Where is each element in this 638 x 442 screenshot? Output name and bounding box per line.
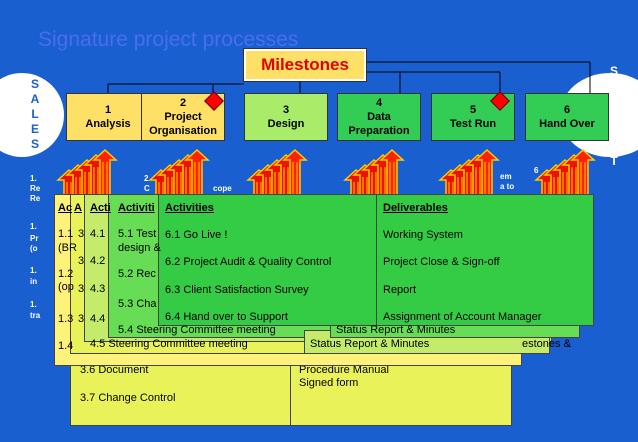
activity-text: 3.7 Change Control xyxy=(80,392,176,404)
phase-number: 5 xyxy=(469,104,477,116)
bg-fragment: Ac xyxy=(58,202,73,214)
support-letter: S xyxy=(609,64,618,78)
bg-fragment: 1. xyxy=(30,300,37,309)
deliverable-text: Procedure Manual xyxy=(299,364,389,376)
phase-box-data-preparation[interactable]: 4 Data Preparation xyxy=(337,93,421,141)
phase-box-design[interactable]: 3 Design xyxy=(244,93,328,141)
phase-box-hand-over[interactable]: 6 Hand Over xyxy=(525,93,609,141)
sales-letter: A xyxy=(30,92,40,106)
bg-fragment: 1.1 xyxy=(58,228,74,240)
activity-text: 4.5 Steering Committee meeting xyxy=(90,338,248,350)
deliverable-text: Assignment of Account Manager xyxy=(383,311,542,323)
bg-fragment: Acti xyxy=(90,202,111,214)
activity-text: 6.2 Project Audit & Quality Control xyxy=(165,256,332,268)
phase-number: 3 xyxy=(282,104,290,116)
deliverable-text: Signed form xyxy=(299,377,359,389)
bg-fragment: Activiti xyxy=(118,202,155,214)
bg-fragment: 1. xyxy=(30,222,37,231)
phase-number: 2 xyxy=(179,97,187,109)
activity-text: 5.4 Steering Committee meeting xyxy=(118,324,276,336)
sales-letter: S xyxy=(30,77,39,91)
bg-fragment: 2 xyxy=(144,174,149,183)
deliverable-text: Report xyxy=(383,284,417,296)
bg-fragment: 1.3 xyxy=(58,313,74,325)
sales-vertical-label: S A L E S xyxy=(28,77,42,152)
support-letter: O xyxy=(609,124,619,138)
bg-fragment: 4.4 xyxy=(90,313,106,325)
support-letter: U xyxy=(609,79,619,93)
bg-fragment: Re xyxy=(30,184,41,193)
bg-fragment: 1.4 xyxy=(58,340,74,352)
activity-text: 6.3 Client Satisfaction Survey xyxy=(165,284,309,296)
bg-fragment: design & xyxy=(118,242,161,254)
bg-fragment: 3 xyxy=(78,283,85,295)
deliverables-header: Deliverables xyxy=(383,202,448,214)
deliverable-text: Working System xyxy=(383,229,463,241)
phase-number: 4 xyxy=(375,97,383,109)
bg-fragment: in xyxy=(30,277,38,286)
bg-fragment: 3 xyxy=(78,228,85,240)
bg-fragment: 6 xyxy=(534,166,539,175)
bg-fragment: 1. xyxy=(30,174,37,183)
bg-fragment: tra xyxy=(30,311,41,320)
activity-text: 6.4 Hand over to Support xyxy=(165,311,288,323)
bg-fragment: 4.2 xyxy=(90,255,106,267)
deliverable-text: Status Report & Minutes xyxy=(310,338,430,350)
phase-name: Data Preparation xyxy=(348,111,410,137)
sales-letter: S xyxy=(30,137,39,151)
phase-box-project-organisation[interactable]: 2 Project Organisation xyxy=(141,93,225,141)
deliverable-text: Status Report & Minutes xyxy=(336,324,456,336)
phase-name: Design xyxy=(267,118,305,130)
bg-fragment: Re xyxy=(30,194,41,203)
deliverable-text: Project Close & Sign-off xyxy=(383,256,500,268)
bg-fragment: (op xyxy=(58,281,74,293)
activity-text: 3.6 Document xyxy=(80,364,149,376)
bg-fragment: a to xyxy=(500,182,515,191)
bg-fragment: 5.2 Rec xyxy=(118,268,156,280)
bg-fragment: (o xyxy=(30,244,38,253)
bg-fragment: C xyxy=(144,184,150,193)
bg-fragment: cope xyxy=(213,184,232,193)
bg-fragment: A xyxy=(74,202,82,214)
phase-number: 6 xyxy=(563,104,571,116)
phase-name: Analysis xyxy=(85,118,131,130)
support-letter: R xyxy=(609,139,619,153)
sales-letter: L xyxy=(31,107,39,121)
support-letter: T xyxy=(610,154,618,168)
activity-text: 5.1 Test xyxy=(118,228,157,240)
bg-fragment: 4.1 xyxy=(90,228,106,240)
phase-6-deliverables-column xyxy=(376,194,594,326)
bg-fragment: estones & xyxy=(522,338,571,350)
bg-fragment: em xyxy=(500,172,512,181)
activity-text: 6.1 Go Live ! xyxy=(165,229,228,241)
bg-fragment: (BR xyxy=(58,242,77,254)
phase-name: Test Run xyxy=(449,118,497,130)
bg-fragment: 5.3 Cha xyxy=(118,298,157,310)
page-title: Signature project processes xyxy=(38,28,299,51)
phase-name: Project Organisation xyxy=(149,111,217,137)
phase-number: 1 xyxy=(104,104,112,116)
bg-fragment: 1.2 xyxy=(58,268,74,280)
activities-header: Activities xyxy=(165,202,214,214)
bg-fragment: 1. xyxy=(30,266,37,275)
phase-name: Hand Over xyxy=(539,118,595,130)
bg-fragment: 3 xyxy=(78,313,85,325)
bg-fragment: 3 xyxy=(78,255,85,267)
support-letter: P xyxy=(609,109,618,123)
support-vertical-label: S U P P O R T xyxy=(607,64,621,169)
bg-fragment: 4.3 xyxy=(90,283,106,295)
milestones-box: Milestones xyxy=(243,48,367,82)
support-letter: P xyxy=(609,94,618,108)
bg-fragment: Pr xyxy=(30,234,39,243)
sales-letter: E xyxy=(30,122,39,136)
